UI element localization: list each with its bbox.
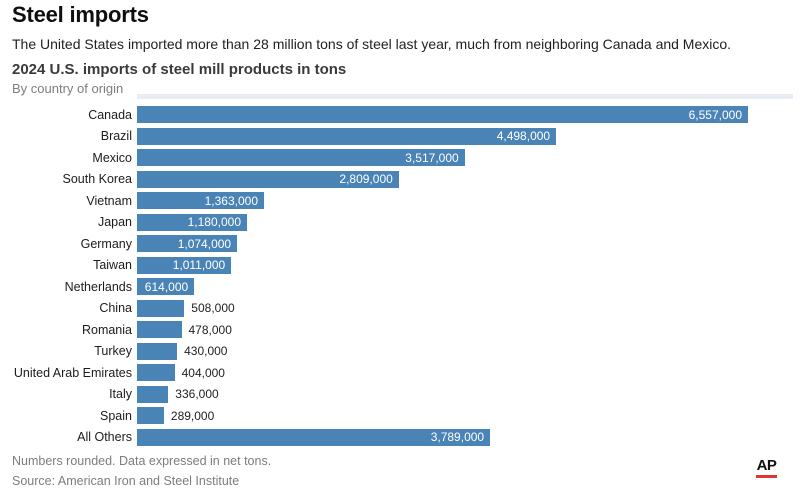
value-label: 2,809,000 bbox=[339, 172, 393, 187]
source-text: Source: American Iron and Steel Institut… bbox=[12, 474, 240, 488]
bar: 6,557,000 bbox=[137, 106, 748, 124]
bar-track: 3,517,000 bbox=[137, 149, 800, 167]
bar-track: 430,000 bbox=[137, 342, 800, 360]
bar-track: 478,000 bbox=[137, 321, 800, 339]
value-label: 4,498,000 bbox=[496, 129, 551, 144]
bar-track: 1,074,000 bbox=[137, 235, 800, 253]
chart-row: Brazil 4,498,000 bbox=[0, 126, 800, 148]
chart-row: All Others 3,789,000 bbox=[0, 427, 800, 449]
chart-top-band bbox=[137, 94, 793, 99]
bar: 1,011,000 bbox=[137, 256, 232, 274]
page-title: Steel imports bbox=[12, 2, 149, 27]
chart-row: United Arab Emirates 404,000 bbox=[0, 362, 800, 384]
footnote-text: Numbers rounded. Data expressed in net t… bbox=[12, 454, 272, 468]
bar-track: 4,498,000 bbox=[137, 127, 800, 145]
chart-title: 2024 U.S. imports of steel mill products… bbox=[12, 61, 347, 78]
bar-track: 1,011,000 bbox=[137, 256, 800, 274]
ap-logo: AP bbox=[756, 458, 777, 478]
value-label: 6,557,000 bbox=[688, 107, 742, 122]
bar-track: 1,363,000 bbox=[137, 192, 800, 210]
bar-track: 614,000 bbox=[137, 278, 800, 296]
chart-row: Mexico 3,517,000 bbox=[0, 147, 800, 169]
category-label: Japan bbox=[97, 215, 132, 230]
category-label: Netherlands bbox=[64, 279, 132, 294]
category-label: Brazil bbox=[100, 129, 132, 144]
value-label: 336,000 bbox=[175, 387, 219, 402]
category-label: All Others bbox=[77, 430, 132, 445]
value-label: 1,180,000 bbox=[187, 215, 241, 230]
category-label: Mexico bbox=[92, 150, 132, 165]
value-label: 478,000 bbox=[188, 322, 232, 337]
chart-row: China 508,000 bbox=[0, 298, 800, 320]
bar bbox=[137, 407, 164, 425]
category-label: China bbox=[99, 301, 132, 316]
bar-track: 1,180,000 bbox=[137, 213, 800, 231]
bar-track: 336,000 bbox=[137, 385, 800, 403]
ap-logo-text: AP bbox=[756, 457, 777, 474]
bar: 3,517,000 bbox=[137, 149, 465, 167]
bar: 2,809,000 bbox=[137, 170, 399, 188]
bar bbox=[137, 385, 169, 403]
chart-row: Taiwan 1,011,000 bbox=[0, 255, 800, 277]
bar: 1,074,000 bbox=[137, 235, 238, 253]
category-label: Germany bbox=[80, 236, 132, 251]
bar bbox=[137, 299, 185, 317]
value-label: 1,011,000 bbox=[172, 258, 226, 273]
bar-track: 404,000 bbox=[137, 364, 800, 382]
chart-row: Italy 336,000 bbox=[0, 384, 800, 406]
bar bbox=[137, 321, 182, 339]
chart-row: Germany 1,074,000 bbox=[0, 233, 800, 255]
bar: 1,180,000 bbox=[137, 213, 247, 231]
bar bbox=[137, 364, 175, 382]
value-label: 3,517,000 bbox=[405, 150, 459, 165]
chart-row: Japan 1,180,000 bbox=[0, 212, 800, 234]
category-label: Canada bbox=[88, 107, 132, 122]
value-label: 404,000 bbox=[181, 365, 225, 380]
bar: 1,363,000 bbox=[137, 192, 264, 210]
bar-track: 3,789,000 bbox=[137, 428, 800, 446]
category-label: Spain bbox=[100, 408, 132, 423]
bar-track: 2,809,000 bbox=[137, 170, 800, 188]
chart-row: Turkey 430,000 bbox=[0, 341, 800, 363]
chart-row: Romania 478,000 bbox=[0, 319, 800, 341]
value-label: 3,789,000 bbox=[430, 430, 485, 445]
ap-logo-underline bbox=[756, 475, 777, 478]
bar: 614,000 bbox=[137, 278, 195, 296]
category-label: Taiwan bbox=[93, 258, 132, 273]
bar-track: 289,000 bbox=[137, 407, 800, 425]
category-label: Turkey bbox=[94, 344, 132, 359]
chart-row: Canada 6,557,000 bbox=[0, 104, 800, 126]
category-label: Romania bbox=[81, 322, 132, 337]
chart-row: Spain 289,000 bbox=[0, 405, 800, 427]
value-label: 1,363,000 bbox=[204, 193, 258, 208]
value-label: 289,000 bbox=[170, 408, 215, 423]
chart-row: South Korea 2,809,000 bbox=[0, 169, 800, 191]
chart-subtitle: By country of origin bbox=[12, 81, 124, 96]
category-label: South Korea bbox=[62, 172, 133, 187]
value-label: 1,074,000 bbox=[177, 236, 232, 251]
category-label: Italy bbox=[109, 387, 132, 402]
value-label: 430,000 bbox=[184, 344, 228, 359]
value-label: 508,000 bbox=[191, 301, 235, 316]
category-label: United Arab Emirates bbox=[13, 365, 132, 380]
bar: 3,789,000 bbox=[137, 428, 491, 446]
bar-chart: Canada 6,557,000 Brazil 4,498,000 Mexico 3,51… bbox=[0, 104, 800, 448]
bar: 4,498,000 bbox=[137, 127, 557, 145]
bar bbox=[137, 342, 178, 360]
bar-track: 508,000 bbox=[137, 299, 800, 317]
value-label: 614,000 bbox=[144, 279, 189, 294]
category-label: Vietnam bbox=[86, 193, 132, 208]
chart-row: Netherlands 614,000 bbox=[0, 276, 800, 298]
description-text: The United States imported more than 28 … bbox=[12, 36, 732, 52]
bar-track: 6,557,000 bbox=[137, 106, 800, 124]
chart-row: Vietnam 1,363,000 bbox=[0, 190, 800, 212]
